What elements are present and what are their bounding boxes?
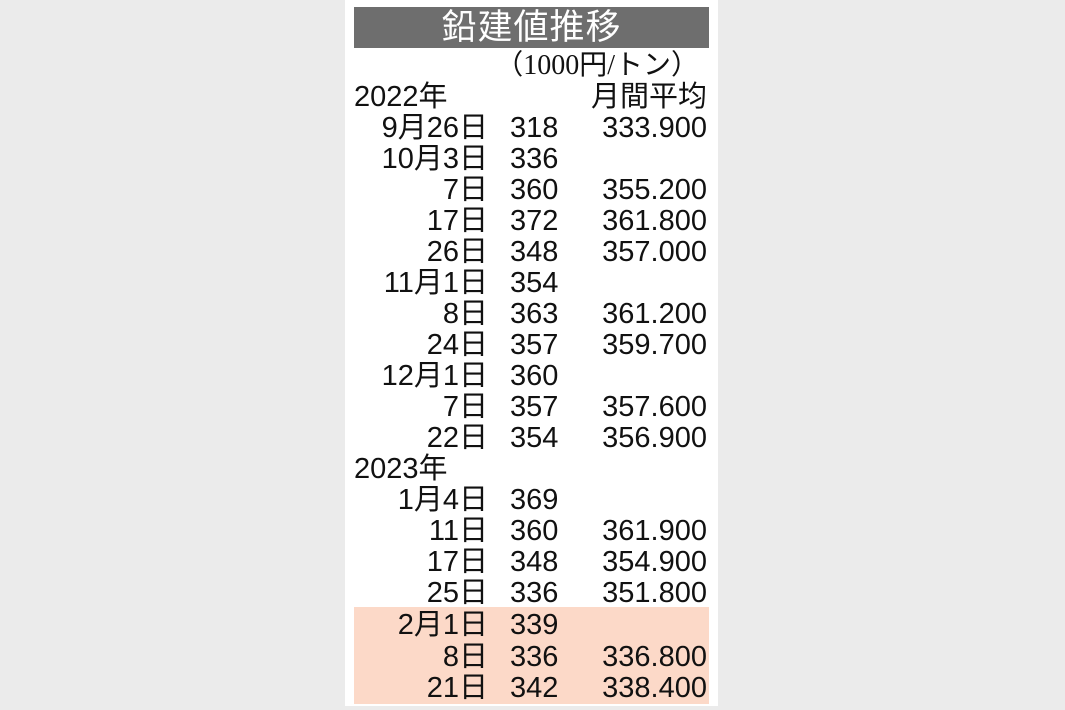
monthly-average-header: 月間平均: [590, 81, 707, 113]
year-label: 2023年: [354, 453, 448, 485]
price-cell: 342: [510, 672, 559, 704]
date-cell: 12月1日: [381, 360, 488, 392]
average-cell: 357.600: [602, 391, 707, 423]
table-row: 1月4日 369: [354, 485, 709, 516]
average-cell: 361.900: [602, 515, 707, 547]
table-row: 25日 336 351.800: [354, 578, 709, 609]
average-cell: 356.900: [602, 422, 707, 454]
table-row: 9月26日 318 333.900: [354, 113, 709, 144]
date-cell: 26日: [426, 236, 488, 268]
price-cell: 348: [510, 236, 559, 268]
price-cell: 354: [510, 267, 559, 299]
date-cell: 11日: [428, 515, 488, 547]
table-row: 17日 348 354.900: [354, 547, 709, 578]
year-label: 2022年: [354, 81, 448, 113]
price-cell: 336: [510, 641, 559, 673]
table-row: 22日 354 356.900: [354, 423, 709, 454]
table-row: 7日 357 357.600: [354, 392, 709, 423]
average-cell: 338.400: [602, 672, 707, 704]
year-header-row: 2023年: [354, 454, 709, 485]
price-cell: 339: [510, 609, 559, 641]
date-cell: 1月4日: [397, 484, 488, 516]
date-cell: 8日: [442, 641, 488, 673]
price-cell: 372: [510, 205, 559, 237]
table-panel: [345, 0, 718, 706]
average-cell: 351.800: [602, 577, 707, 609]
price-cell: 369: [510, 484, 559, 516]
price-cell: 336: [510, 577, 559, 609]
table-row: 11月1日 354: [354, 268, 709, 299]
price-cell: 357: [510, 329, 559, 361]
table-row: 17日 372 361.800: [354, 206, 709, 237]
price-cell: 336: [510, 143, 559, 175]
price-cell: 354: [510, 422, 559, 454]
date-cell: 7日: [442, 174, 488, 206]
date-cell: 2月1日: [397, 609, 488, 641]
date-cell: 8日: [442, 298, 488, 330]
price-cell: 357: [510, 391, 559, 423]
price-cell: 348: [510, 546, 559, 578]
date-cell: 25日: [426, 577, 488, 609]
date-cell: 7日: [442, 391, 488, 423]
average-cell: 357.000: [602, 236, 707, 268]
price-cell: 360: [510, 515, 559, 547]
table-row: 10月3日 336: [354, 144, 709, 175]
year-header-row: 2022年 月間平均: [354, 82, 709, 113]
table-row: 26日 348 357.000: [354, 237, 709, 268]
table-row: 7日 360 355.200: [354, 175, 709, 206]
table-row: 2月1日 339: [354, 607, 709, 642]
average-cell: 361.200: [602, 298, 707, 330]
average-cell: 359.700: [602, 329, 707, 361]
price-table: 2022年 月間平均 9月26日 318 333.900 10月3日 336 7日 360 355…: [354, 82, 709, 704]
date-cell: 9月26日: [381, 112, 488, 144]
price-cell: 360: [510, 174, 559, 206]
table-row: 8日 363 361.200: [354, 299, 709, 330]
average-cell: 333.900: [602, 112, 707, 144]
date-cell: 17日: [426, 546, 488, 578]
price-cell: 318: [510, 112, 559, 144]
price-cell: 363: [510, 298, 559, 330]
table-row: 12月1日 360: [354, 361, 709, 392]
date-cell: 11月1日: [383, 267, 488, 299]
table-row: 24日 357 359.700: [354, 330, 709, 361]
page-title: 鉛建値推移: [354, 7, 709, 48]
date-cell: 24日: [426, 329, 488, 361]
table-row: 8日 336 336.800: [354, 642, 709, 673]
average-cell: 354.900: [602, 546, 707, 578]
date-cell: 17日: [426, 205, 488, 237]
table-row: 21日 342 338.400: [354, 673, 709, 704]
date-cell: 10月3日: [381, 143, 488, 175]
date-cell: 21日: [426, 672, 488, 704]
table-row: 11日 360 361.900: [354, 516, 709, 547]
date-cell: 22日: [426, 422, 488, 454]
price-cell: 360: [510, 360, 559, 392]
unit-label: （1000円/トン）: [495, 50, 699, 81]
average-cell: 361.800: [602, 205, 707, 237]
average-cell: 336.800: [602, 641, 707, 673]
average-cell: 355.200: [602, 174, 707, 206]
